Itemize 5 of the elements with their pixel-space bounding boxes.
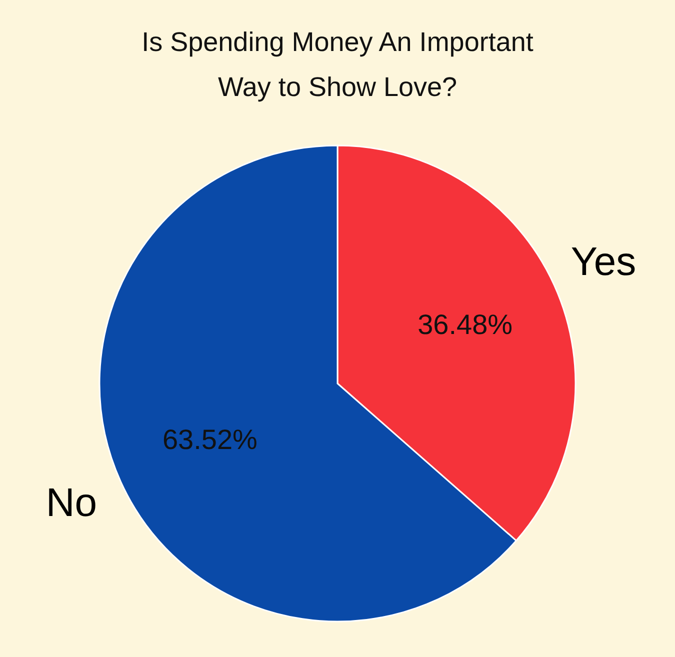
slice-label: Yes bbox=[570, 240, 636, 284]
chart-title: Is Spending Money An Important Way to Show Love? bbox=[142, 27, 534, 102]
data-label: 63.52% bbox=[162, 424, 258, 456]
data-label: 36.48% bbox=[418, 308, 513, 340]
slice-label: No bbox=[46, 480, 98, 525]
